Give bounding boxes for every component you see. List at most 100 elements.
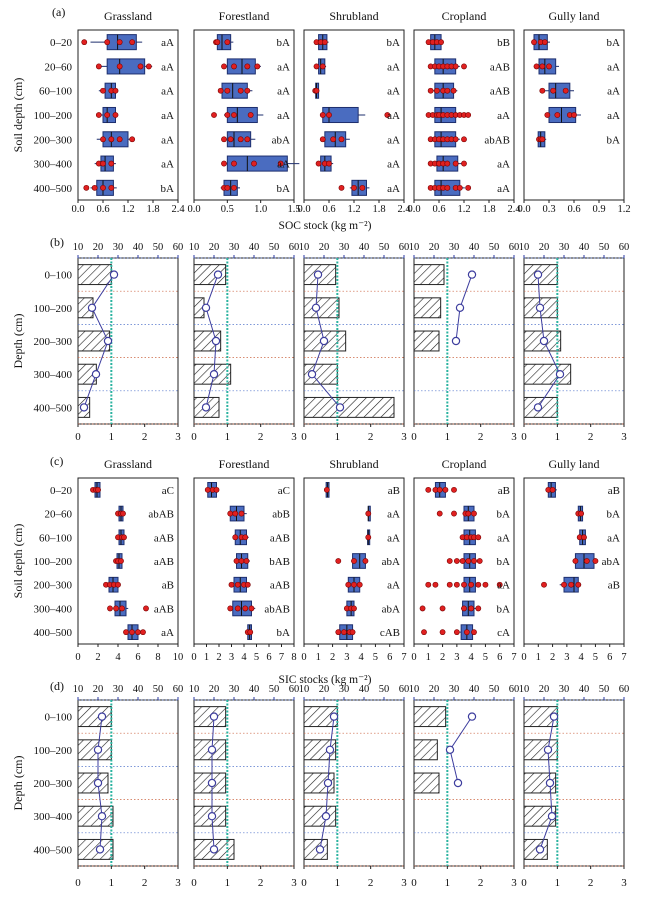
line-marker bbox=[209, 370, 219, 379]
significance-letter: aA bbox=[277, 61, 290, 73]
subplot-cropland bbox=[413, 477, 515, 647]
top-tick-label: 30 bbox=[449, 242, 460, 253]
significance-letter: aA bbox=[497, 580, 510, 592]
line-marker bbox=[323, 778, 333, 788]
subplot-shrubland bbox=[303, 29, 405, 203]
data-point bbox=[365, 510, 372, 517]
data-point bbox=[224, 39, 231, 46]
top-tick-label: 60 bbox=[173, 242, 184, 253]
significance-letter: aB bbox=[498, 485, 510, 497]
significance-letter: abB bbox=[272, 509, 290, 521]
x-tick-label: 1 bbox=[225, 877, 231, 889]
significance-letter: aA bbox=[387, 61, 400, 73]
top-tick-label: 40 bbox=[249, 242, 260, 253]
line-marker bbox=[535, 845, 545, 854]
top-tick-label: 10 bbox=[189, 242, 200, 253]
data-point bbox=[452, 136, 459, 143]
data-point bbox=[439, 605, 446, 612]
top-tick-label: 20 bbox=[93, 242, 104, 253]
line-marker bbox=[533, 403, 543, 412]
top-tick-label: 20 bbox=[209, 242, 220, 253]
line-marker bbox=[455, 303, 465, 312]
top-tick-label: 20 bbox=[429, 684, 440, 695]
subplot-title: Shrubland bbox=[329, 457, 378, 471]
data-point bbox=[442, 486, 449, 493]
panel-label: (a) bbox=[52, 5, 65, 19]
significance-letter: aAB bbox=[270, 532, 290, 544]
top-tick-label: 50 bbox=[269, 684, 280, 695]
significance-letter: bB bbox=[497, 37, 510, 49]
x-tick-label: 6 bbox=[387, 652, 392, 663]
x-tick-label: 1 bbox=[109, 877, 115, 889]
data-point bbox=[444, 184, 451, 191]
data-point bbox=[143, 605, 149, 612]
data-point bbox=[421, 629, 427, 636]
x-tick-label: 0.0 bbox=[407, 204, 420, 215]
data-point bbox=[83, 184, 90, 191]
data-point bbox=[244, 581, 251, 588]
data-point bbox=[213, 486, 220, 493]
subplot-gully-land bbox=[523, 697, 625, 869]
data-point bbox=[319, 112, 326, 118]
data-point bbox=[365, 534, 372, 541]
significance-letter: aB bbox=[162, 580, 174, 592]
subplot-title: Gully land bbox=[549, 457, 600, 471]
top-tick-label: 50 bbox=[599, 242, 610, 253]
line-marker bbox=[535, 303, 545, 312]
depth-label: 300–400 bbox=[34, 811, 73, 823]
data-point bbox=[475, 534, 482, 541]
depth-label: 20–60 bbox=[45, 509, 73, 521]
data-point bbox=[315, 160, 322, 167]
x-tick-label: 4 bbox=[115, 652, 121, 663]
data-point bbox=[583, 558, 590, 564]
x-tick-label: 0 bbox=[191, 431, 197, 443]
top-tick-label: 30 bbox=[559, 684, 570, 695]
subplot-grassland bbox=[77, 255, 179, 427]
line-marker bbox=[539, 336, 549, 346]
bar bbox=[77, 264, 112, 286]
subplot-gully-land bbox=[523, 477, 625, 647]
data-point bbox=[244, 136, 251, 143]
data-point bbox=[227, 510, 234, 517]
x-tick-label: 3 bbox=[229, 652, 234, 663]
subplot-gully-land bbox=[523, 29, 625, 203]
significance-letter: aA bbox=[607, 532, 620, 544]
x-tick-label: 2.4 bbox=[507, 204, 521, 215]
x-tick-label: 5 bbox=[593, 652, 598, 663]
x-tick-label: 3 bbox=[344, 652, 349, 663]
data-point bbox=[228, 581, 235, 588]
line-marker bbox=[97, 812, 107, 821]
x-tick-label: 1 bbox=[555, 877, 561, 889]
data-point bbox=[554, 112, 561, 118]
box bbox=[102, 131, 129, 148]
top-tick-label: 50 bbox=[599, 684, 610, 695]
data-point bbox=[461, 160, 467, 167]
data-point bbox=[95, 486, 101, 493]
significance-letter: cA bbox=[497, 627, 510, 639]
data-point bbox=[581, 534, 587, 541]
x-tick-label: 0.0 bbox=[297, 204, 310, 215]
significance-letter: aAB bbox=[490, 86, 510, 98]
data-point bbox=[247, 112, 254, 118]
data-point bbox=[425, 486, 432, 493]
bar bbox=[413, 706, 447, 728]
significance-letter: bA bbox=[277, 183, 291, 195]
significance-letter: aA bbox=[387, 110, 400, 122]
depth-label: 200–300 bbox=[34, 336, 73, 348]
depth-label: 20–60 bbox=[45, 61, 73, 73]
data-point bbox=[243, 558, 250, 564]
data-point bbox=[326, 160, 332, 167]
line-marker bbox=[467, 270, 477, 279]
data-point bbox=[356, 581, 363, 588]
data-point bbox=[468, 581, 475, 588]
data-point bbox=[121, 534, 127, 541]
data-point bbox=[549, 486, 556, 493]
top-tick-label: 10 bbox=[409, 242, 420, 253]
data-point bbox=[446, 581, 453, 588]
x-tick-label: 2 bbox=[95, 652, 100, 663]
data-point bbox=[531, 39, 537, 46]
x-tick-label: 2 bbox=[258, 877, 264, 889]
data-point bbox=[326, 112, 332, 118]
significance-letter: bAB bbox=[269, 556, 290, 568]
significance-letter: bA bbox=[497, 509, 511, 521]
